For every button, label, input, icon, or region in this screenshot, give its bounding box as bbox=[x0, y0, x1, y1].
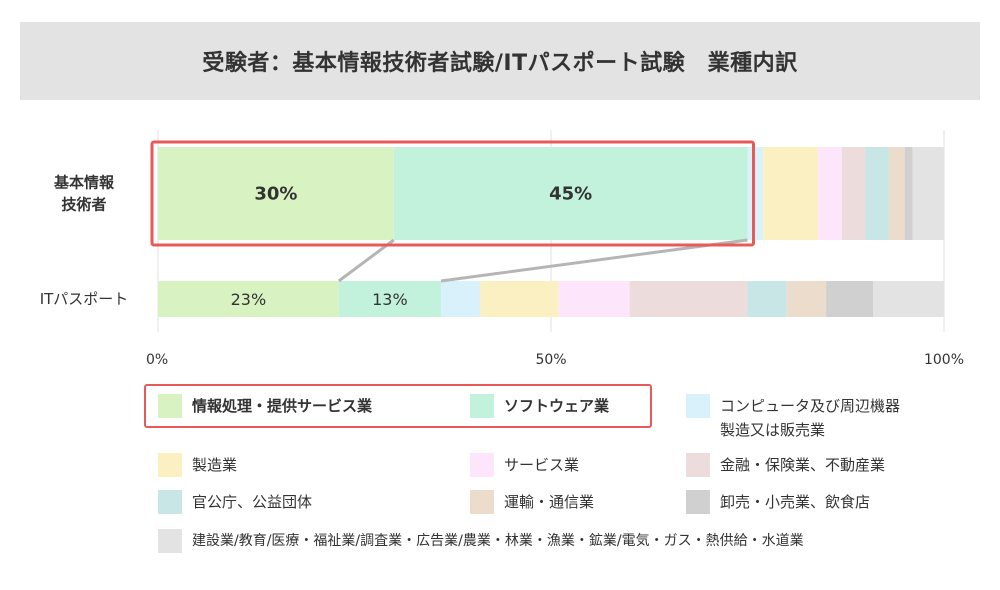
legend-swatch bbox=[158, 394, 182, 418]
legend-swatch bbox=[470, 394, 494, 418]
bar-segment bbox=[865, 147, 889, 240]
legend-swatch bbox=[158, 453, 182, 477]
legend-label: 製造業 bbox=[192, 456, 238, 474]
data-label: 45% bbox=[549, 184, 592, 205]
bar-segment bbox=[480, 281, 559, 317]
legend-item-finance: 金融・保険業、不動産業 bbox=[686, 453, 885, 477]
legend-highlight-box bbox=[144, 384, 652, 428]
legend-item-public: 官公庁、公益団体 bbox=[158, 490, 312, 514]
legend-item-retail: 卸売・小売業、飲食店 bbox=[686, 490, 870, 514]
highlight-box bbox=[150, 140, 755, 247]
bar-segment bbox=[440, 281, 481, 317]
legend-swatch bbox=[158, 490, 182, 514]
legend-item-service: サービス業 bbox=[470, 453, 579, 477]
legend-item-transport: 運輸・通信業 bbox=[470, 490, 594, 514]
data-label: 30% bbox=[254, 184, 297, 205]
bar-segment bbox=[158, 281, 339, 317]
legend-item-info-processing: 情報処理・提供サービス業 bbox=[158, 394, 372, 418]
legend-item-manufacturing: 製造業 bbox=[158, 453, 237, 477]
bar-segment bbox=[747, 147, 764, 240]
bar-segment bbox=[841, 147, 866, 240]
bar-segment bbox=[904, 147, 913, 240]
legend-swatch bbox=[686, 453, 710, 477]
bar-segment bbox=[747, 281, 787, 317]
stacked-bar-chart: 基本情報技術者 ITパスポート 30% 45% 23% 13% 0% 50% 100% bbox=[40, 130, 964, 368]
bar-segment bbox=[393, 147, 748, 240]
chart-title-band: 受験者：基本情報技術者試験/ITパスポート試験 業種内訳 bbox=[20, 22, 980, 100]
legend-item-computer-manufacturing: コンピュータ及び周辺機器 製造又は販売業 bbox=[686, 394, 900, 442]
legend-label: 金融・保険業、不動産業 bbox=[720, 456, 886, 474]
bar-segment bbox=[873, 281, 944, 317]
connector-line bbox=[440, 238, 748, 283]
x-tick-label: 100% bbox=[924, 352, 964, 368]
legend-swatch bbox=[158, 529, 182, 553]
category-label: ITパスポート bbox=[40, 290, 129, 308]
legend-label: 卸売・小売業、飲食店 bbox=[720, 493, 871, 511]
legend-label: ソフトウェア業 bbox=[504, 397, 610, 415]
legend-swatch bbox=[470, 490, 494, 514]
legend-label: 運輸・通信業 bbox=[504, 493, 595, 511]
data-label: 13% bbox=[372, 290, 408, 309]
bar-segment bbox=[818, 147, 842, 240]
x-tick-label: 0% bbox=[146, 352, 168, 368]
legend-item-software: ソフトウェア業 bbox=[470, 394, 609, 418]
legend-label: サービス業 bbox=[504, 456, 580, 474]
legend-swatch bbox=[686, 490, 710, 514]
bar-segment bbox=[763, 147, 819, 240]
legend-label: 官公庁、公益団体 bbox=[192, 493, 313, 511]
legend-label: 情報処理・提供サービス業 bbox=[192, 397, 373, 415]
category-label: 基本情報 bbox=[53, 174, 115, 192]
chart-title: 受験者：基本情報技術者試験/ITパスポート試験 業種内訳 bbox=[202, 51, 798, 76]
data-label: 23% bbox=[231, 290, 267, 309]
connector-line bbox=[337, 238, 395, 283]
category-label: 技術者 bbox=[61, 196, 106, 214]
bar-segment bbox=[158, 147, 394, 240]
legend-item-other: 建設業/教育/医療・福祉業/調査業・広告業/農業・林業・漁業・鉱業/電気・ガス・… bbox=[158, 529, 804, 553]
bar-segment bbox=[786, 281, 827, 317]
legend-label-line-1: コンピュータ及び周辺機器 bbox=[720, 397, 901, 415]
bar-segment bbox=[629, 281, 748, 317]
legend-swatch bbox=[470, 453, 494, 477]
bar-segment bbox=[888, 147, 905, 240]
legend-swatch bbox=[686, 394, 710, 418]
legend-label: 建設業/教育/医療・福祉業/調査業・広告業/農業・林業・漁業・鉱業/電気・ガス・… bbox=[192, 533, 804, 549]
legend-label-line-2: 製造又は販売業 bbox=[720, 421, 826, 439]
x-tick-label: 50% bbox=[535, 352, 566, 368]
legend-label: コンピュータ及び周辺機器 製造又は販売業 bbox=[720, 394, 900, 442]
bar-segment bbox=[558, 281, 630, 317]
bar-segment bbox=[338, 281, 441, 317]
bar-segment bbox=[912, 147, 944, 240]
bar-segment bbox=[826, 281, 874, 317]
